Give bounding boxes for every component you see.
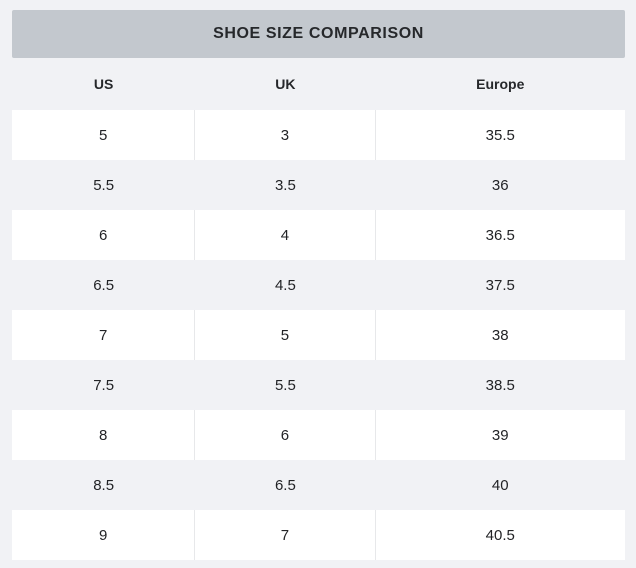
size-cell-europe: 40.5 (485, 526, 515, 544)
size-table-body: 5 3 35.5 5.5 3.5 36 6 4 36.5 6.5 4.5 37.5 7 5 38 7.5 5.5… (12, 110, 625, 560)
column-header-europe: Europe (476, 76, 525, 92)
size-cell-us: 9 (12, 510, 196, 560)
size-cell-us: 5 (12, 110, 196, 160)
table-row: 6.5 4.5 37.5 (12, 260, 625, 310)
size-cell-europe: 38.5 (485, 376, 515, 394)
size-cell-us: 8 (12, 410, 196, 460)
column-header-uk: UK (275, 76, 296, 92)
size-cell-uk: 3.5 (274, 176, 296, 194)
chart-title: SHOE SIZE COMPARISON (213, 25, 424, 42)
size-cell-uk: 6 (195, 410, 376, 460)
title-bar: SHOE SIZE COMPARISON (12, 10, 625, 58)
column-header-us: US (93, 76, 114, 92)
size-cell-uk: 5 (195, 310, 376, 360)
size-cell-us: 7.5 (93, 376, 115, 394)
size-cell-europe: 36.5 (485, 226, 515, 244)
size-cell-us: 8.5 (93, 476, 115, 494)
table-row: 9 7 40.5 (12, 510, 625, 560)
size-cell-europe: 40 (491, 476, 509, 494)
size-cell-europe: 36 (491, 176, 509, 194)
size-cell-uk: 3 (195, 110, 376, 160)
table-row: 8 6 39 (12, 410, 625, 460)
size-cell-uk: 4 (195, 210, 376, 260)
table-row: 5 3 35.5 (12, 110, 625, 160)
size-cell-uk: 4.5 (274, 276, 296, 294)
table-row: 5.5 3.5 36 (12, 160, 625, 210)
table-row: 7.5 5.5 38.5 (12, 360, 625, 410)
size-cell-europe: 39 (491, 426, 509, 444)
size-cell-uk: 7 (195, 510, 376, 560)
column-header-row: US UK Europe (12, 58, 625, 110)
size-cell-us: 5.5 (93, 176, 115, 194)
table-row: 8.5 6.5 40 (12, 460, 625, 510)
table-row: 7 5 38 (12, 310, 625, 360)
size-cell-us: 7 (12, 310, 196, 360)
size-cell-europe: 38 (491, 326, 509, 344)
size-cell-uk: 6.5 (274, 476, 296, 494)
size-cell-europe: 35.5 (485, 126, 515, 144)
table-row: 6 4 36.5 (12, 210, 625, 260)
size-cell-uk: 5.5 (274, 376, 296, 394)
size-cell-us: 6.5 (93, 276, 115, 294)
size-cell-europe: 37.5 (485, 276, 515, 294)
size-cell-us: 6 (12, 210, 196, 260)
